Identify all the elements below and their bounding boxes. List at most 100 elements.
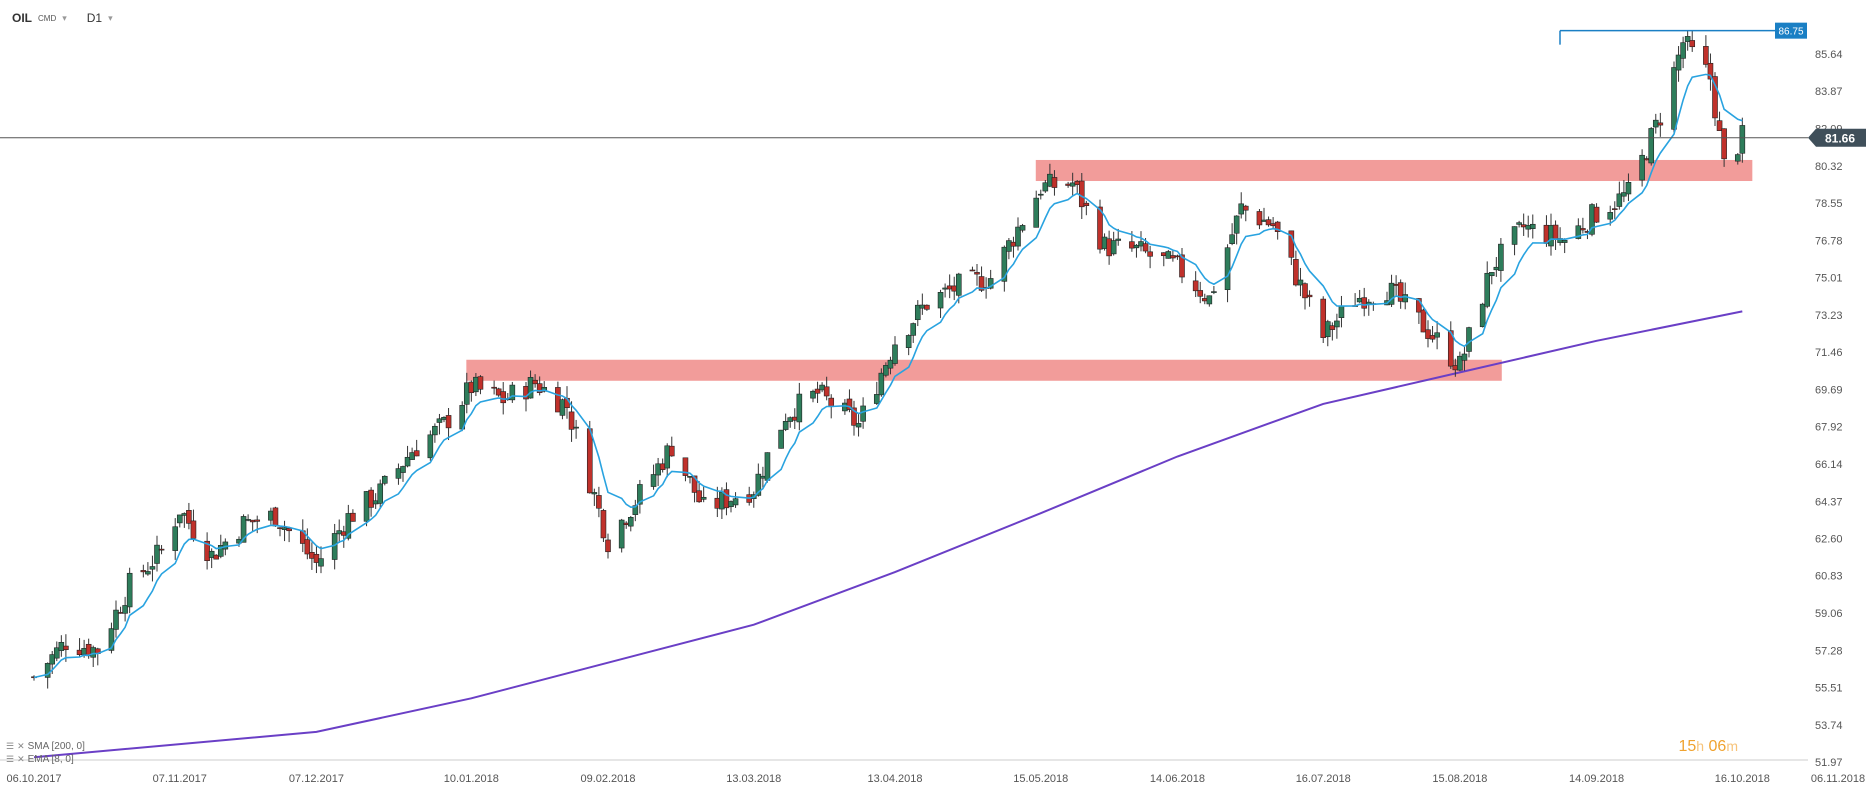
- candle-body: [1274, 221, 1281, 232]
- candle-body: [819, 384, 825, 391]
- y-tick-label: 78.55: [1815, 198, 1843, 210]
- candle-body: [1293, 259, 1299, 286]
- candle-body: [1716, 120, 1723, 131]
- candle-body: [1552, 224, 1559, 240]
- candle-body: [368, 489, 374, 508]
- candle-body: [1037, 193, 1044, 196]
- candle-body: [1721, 128, 1727, 160]
- candle-body: [1270, 223, 1276, 227]
- candle-body: [1675, 54, 1682, 71]
- candle-body: [186, 510, 192, 524]
- close-icon[interactable]: ✕: [17, 741, 25, 751]
- candle-body: [1288, 230, 1295, 258]
- candle-body: [309, 552, 315, 559]
- candle-body: [336, 530, 343, 535]
- chevron-down-icon[interactable]: ▾: [62, 12, 67, 23]
- x-tick-label: 07.12.2017: [289, 773, 344, 785]
- candle-body: [883, 365, 889, 376]
- x-tick-label: 16.07.2018: [1296, 773, 1351, 785]
- candle-body: [782, 421, 789, 430]
- y-tick-label: 59.06: [1815, 608, 1843, 620]
- candle-body: [145, 571, 151, 575]
- timer-minutes-unit: m: [1726, 738, 1738, 754]
- candle-body: [491, 386, 497, 389]
- indicator-sma-item[interactable]: ☰ ✕ SMA [200, 0]: [6, 741, 85, 752]
- candle-body: [814, 388, 821, 394]
- candle-body: [240, 516, 247, 543]
- candle-body: [1739, 125, 1746, 154]
- indicator-ema-item[interactable]: ☰ ✕ EMA [8, 0]: [6, 754, 74, 765]
- candle-body: [1447, 330, 1454, 367]
- candle-body: [687, 476, 693, 478]
- candle-body: [81, 648, 87, 655]
- candle-body: [213, 554, 220, 560]
- symbol-label[interactable]: OIL: [12, 11, 32, 25]
- candle-body: [1033, 197, 1040, 228]
- candle-body: [1197, 290, 1204, 297]
- candle-body: [1074, 180, 1081, 185]
- candle-body: [350, 512, 356, 522]
- x-tick-label: 13.03.2018: [726, 773, 781, 785]
- y-tick-label: 67.92: [1815, 422, 1843, 434]
- current-price-text: 81.66: [1825, 132, 1855, 146]
- candle-body: [1329, 325, 1336, 330]
- candle-body: [1425, 329, 1431, 339]
- list-icon[interactable]: ☰: [6, 741, 15, 751]
- candle-body: [304, 539, 311, 555]
- candle-body: [113, 609, 119, 630]
- candle-body: [1680, 42, 1686, 59]
- candle-body: [627, 517, 634, 527]
- candle-body: [377, 483, 384, 504]
- chevron-down-icon[interactable]: ▾: [108, 12, 113, 23]
- candle-body: [1110, 240, 1117, 255]
- candle-body: [372, 500, 379, 505]
- candle-body: [1242, 205, 1249, 211]
- current-price-badge: [1808, 128, 1866, 147]
- close-icon[interactable]: ✕: [17, 754, 25, 764]
- candle-body: [158, 548, 165, 551]
- candle-body: [1133, 244, 1140, 249]
- x-tick-label: 15.08.2018: [1432, 773, 1487, 785]
- candle-body: [1616, 193, 1623, 207]
- y-tick-label: 71.46: [1815, 347, 1843, 359]
- candle-body: [1047, 173, 1053, 187]
- candle-body: [914, 304, 921, 321]
- candle-body: [1256, 211, 1263, 226]
- candle-body: [1402, 294, 1409, 303]
- candle-body: [1006, 240, 1012, 252]
- candle-body: [1115, 238, 1122, 241]
- candle-body: [1201, 298, 1208, 302]
- candle-body: [1707, 62, 1714, 80]
- x-tick-label: 06.10.2017: [6, 773, 61, 785]
- candle-body: [600, 510, 607, 539]
- candle-body: [1306, 294, 1313, 298]
- candle-body: [249, 519, 256, 523]
- list-icon[interactable]: ☰: [6, 754, 15, 764]
- interval-label[interactable]: D1: [86, 11, 103, 25]
- candle-body: [1734, 154, 1741, 162]
- candle-body: [1393, 283, 1399, 286]
- candle-body: [1625, 182, 1632, 195]
- candle-body: [1429, 335, 1436, 340]
- candle-body: [140, 570, 147, 573]
- candle-body: [436, 418, 443, 423]
- x-tick-label: 14.09.2018: [1569, 773, 1624, 785]
- candle-body: [860, 405, 866, 422]
- candle-timer: 15h 06m: [1678, 738, 1738, 756]
- candle-body: [1001, 246, 1008, 282]
- candle-body: [978, 276, 985, 291]
- candle-body: [318, 558, 324, 567]
- candle-body: [500, 391, 507, 404]
- candle-body: [946, 285, 953, 290]
- y-tick-label: 75.01: [1815, 273, 1843, 285]
- candle-body: [63, 645, 69, 650]
- indicator-sma-label: SMA [200, 0]: [27, 741, 85, 752]
- candle-body: [363, 491, 370, 522]
- candle-body: [1520, 224, 1527, 228]
- candle-body: [873, 394, 880, 404]
- candle-body: [108, 628, 115, 651]
- candle-body: [1684, 36, 1691, 42]
- candle-body: [1106, 238, 1112, 257]
- y-tick-label: 80.32: [1815, 161, 1843, 173]
